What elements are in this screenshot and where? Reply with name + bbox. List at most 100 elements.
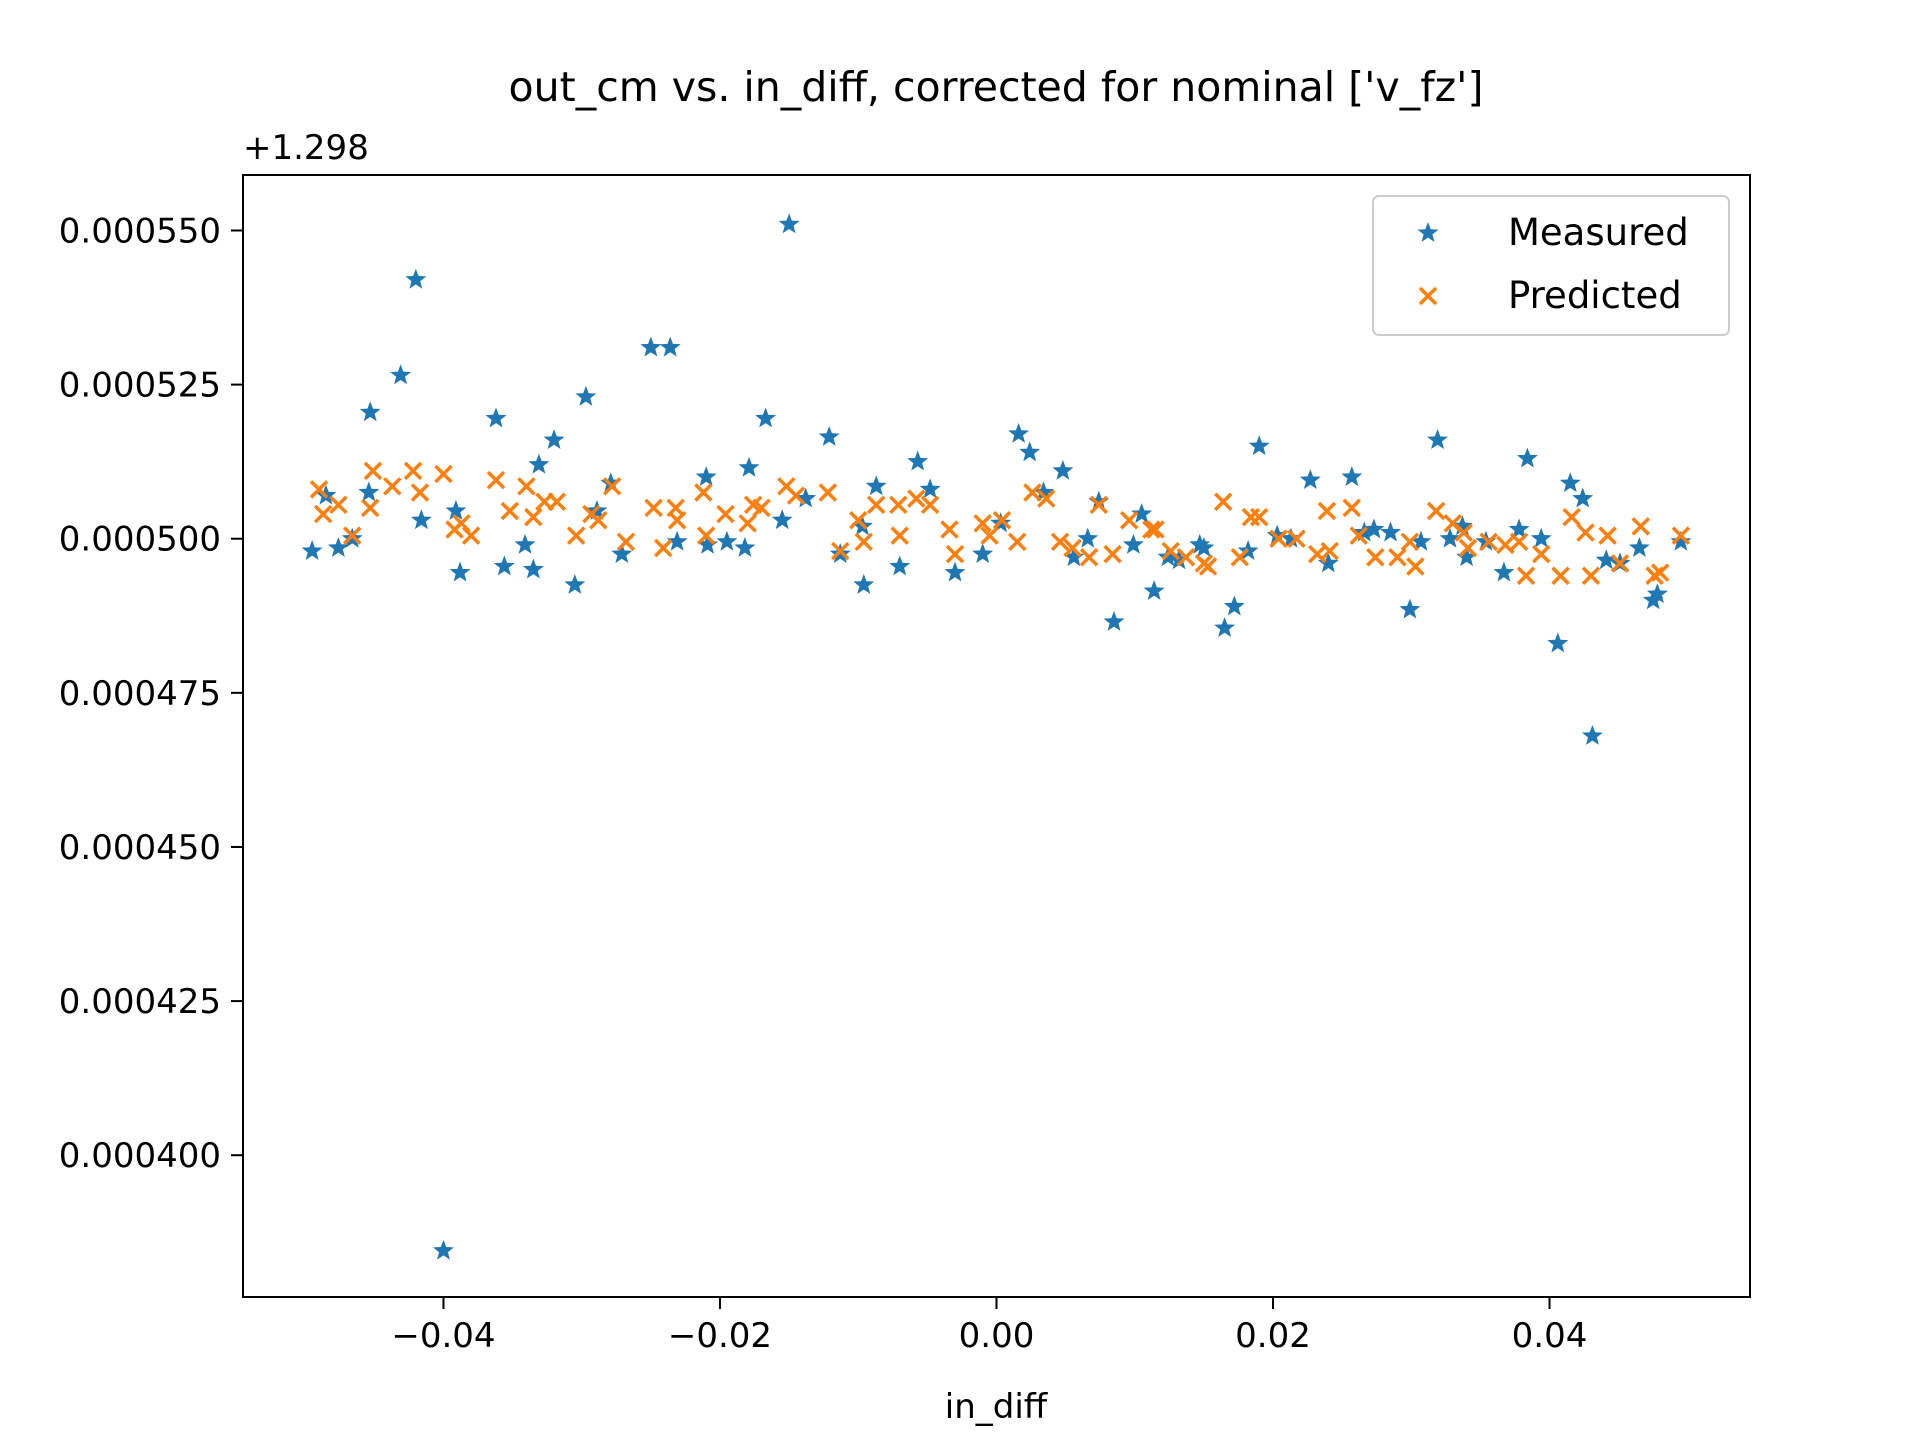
measured-point xyxy=(1493,561,1515,582)
predicted-point xyxy=(1406,557,1425,576)
measured-point xyxy=(818,426,840,446)
predicted-point xyxy=(1037,489,1056,508)
measured-point xyxy=(1547,632,1569,653)
measured-point xyxy=(1670,530,1692,551)
measured-point xyxy=(1380,521,1401,542)
measured-point xyxy=(1223,595,1245,616)
axes-frame xyxy=(242,174,1751,1298)
measured-point xyxy=(697,533,718,554)
measured-point xyxy=(449,561,471,582)
measured-point xyxy=(1033,481,1054,502)
measured-point xyxy=(1052,459,1074,480)
legend-box xyxy=(1372,195,1730,336)
predicted-point xyxy=(1079,547,1099,567)
predicted-point xyxy=(1562,507,1581,527)
predicted-point xyxy=(890,526,909,545)
legend-label-measured: Measured xyxy=(1508,211,1689,254)
predicted-point xyxy=(616,532,636,552)
predicted-point xyxy=(1426,501,1446,521)
predicted-point xyxy=(1650,563,1670,582)
predicted-point xyxy=(1516,566,1536,585)
predicted-point xyxy=(589,510,608,530)
legend-label-predicted: Predicted xyxy=(1508,274,1682,317)
predicted-point xyxy=(434,464,453,484)
y-tick-label: 0.000550 xyxy=(59,211,221,251)
x-tick-label: −0.02 xyxy=(668,1316,772,1356)
predicted-point xyxy=(329,495,348,515)
predicted-point xyxy=(854,532,874,552)
predicted-point xyxy=(547,492,567,511)
legend-x-icon xyxy=(1418,286,1438,306)
measured-point xyxy=(738,456,760,477)
predicted-point xyxy=(1023,483,1042,502)
predicted-point xyxy=(1320,541,1339,561)
predicted-point xyxy=(696,526,716,545)
predicted-point xyxy=(667,510,687,530)
predicted-point xyxy=(360,498,380,518)
measured-point xyxy=(1019,441,1041,462)
predicted-point xyxy=(738,514,757,533)
measured-point xyxy=(889,555,911,576)
legend: Measured Predicted xyxy=(1372,195,1730,336)
measured-point xyxy=(1399,598,1421,619)
predicted-point xyxy=(363,461,383,481)
predicted-point xyxy=(1349,526,1368,545)
predicted-point xyxy=(1366,547,1385,567)
measured-point xyxy=(410,509,432,530)
predicted-point xyxy=(486,470,506,490)
predicted-point xyxy=(818,483,838,502)
predicted-point xyxy=(849,510,868,530)
predicted-point xyxy=(1198,557,1218,576)
measured-point xyxy=(659,336,681,357)
predicted-point xyxy=(752,498,771,518)
predicted-point xyxy=(907,489,926,508)
predicted-point xyxy=(1317,501,1337,521)
y-tick-label: 0.000400 xyxy=(59,1136,221,1176)
measured-point xyxy=(575,385,597,406)
predicted-point xyxy=(313,504,333,524)
measured-point xyxy=(611,543,633,564)
measured-point xyxy=(358,481,380,502)
predicted-point xyxy=(831,541,850,561)
predicted-point xyxy=(716,504,735,524)
measured-point xyxy=(390,364,412,385)
measured-point xyxy=(1214,617,1236,638)
measured-point xyxy=(1363,518,1385,539)
measured-point xyxy=(1280,527,1302,548)
predicted-point xyxy=(1671,526,1691,545)
measured-point xyxy=(359,401,381,422)
predicted-point xyxy=(1581,566,1601,585)
predicted-point xyxy=(980,526,999,545)
measured-point xyxy=(1456,546,1478,567)
predicted-point xyxy=(1610,554,1630,573)
predicted-point xyxy=(973,514,992,533)
series-predicted xyxy=(309,461,1691,585)
measured-point xyxy=(1572,487,1594,508)
measured-point xyxy=(919,478,941,499)
predicted-point xyxy=(1161,541,1180,561)
measured-point xyxy=(485,407,507,428)
y-tick-label: 0.000525 xyxy=(59,366,221,406)
predicted-point xyxy=(1631,517,1651,536)
predicted-point xyxy=(342,526,362,545)
measured-point xyxy=(522,558,544,579)
predicted-point xyxy=(461,526,481,545)
predicted-point xyxy=(1551,566,1570,585)
measured-point xyxy=(1427,429,1448,449)
measured-point xyxy=(1189,533,1211,554)
measured-point xyxy=(564,573,586,594)
measured-point xyxy=(1559,472,1581,493)
predicted-point xyxy=(920,495,940,515)
y-axis: 0.000400 0.000425 0.000450 0.000475 0.000500… xyxy=(59,211,243,1176)
measured-point xyxy=(1131,503,1153,523)
measured-point xyxy=(1077,527,1099,548)
predicted-point xyxy=(452,514,471,533)
measured-point xyxy=(1410,530,1432,551)
measured-point xyxy=(1341,466,1363,486)
predicted-point xyxy=(1479,532,1498,552)
measured-point xyxy=(1299,469,1321,490)
y-tick-label: 0.000450 xyxy=(59,828,221,868)
measured-point xyxy=(1508,518,1530,539)
predicted-point xyxy=(654,538,673,558)
measured-point xyxy=(944,561,966,582)
